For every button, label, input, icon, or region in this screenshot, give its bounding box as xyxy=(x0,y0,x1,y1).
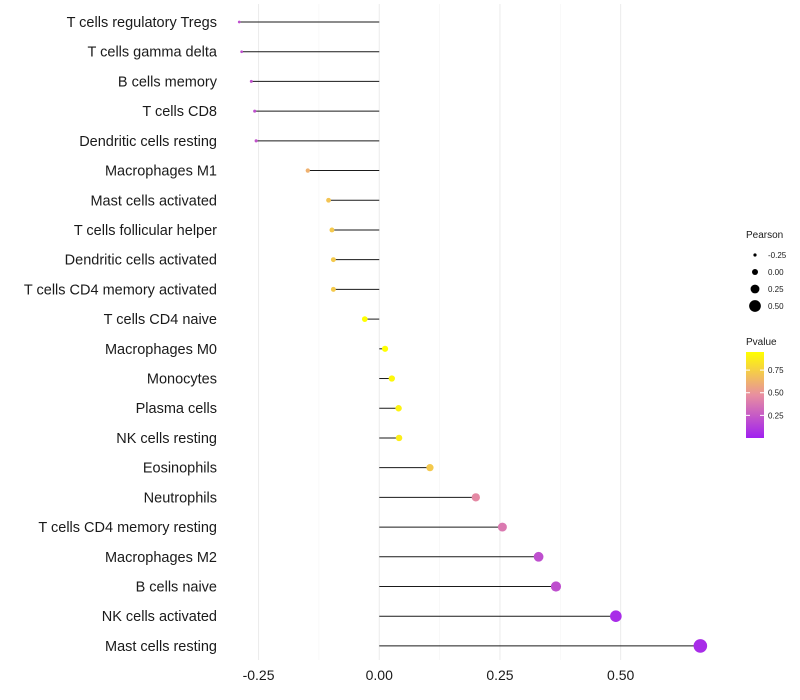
category-label: NK cells activated xyxy=(102,609,217,625)
category-label: T cells CD4 memory resting xyxy=(38,520,217,536)
lollipop-point xyxy=(330,286,336,292)
category-label: T cells gamma delta xyxy=(88,45,218,61)
category-label: Dendritic cells resting xyxy=(79,134,217,150)
color-legend: Pvalue 0.75 0.50 0.25 xyxy=(746,337,784,438)
color-legend-label: 0.25 xyxy=(768,411,784,420)
x-tick-label: 0.00 xyxy=(366,667,393,683)
lollipop-point xyxy=(395,404,402,412)
x-axis-tick-labels: -0.25 0.00 0.25 0.50 xyxy=(243,667,635,683)
color-legend-label: 0.50 xyxy=(768,389,784,398)
lollipop-points xyxy=(237,20,708,653)
lollipop-point xyxy=(533,551,544,562)
category-label: Dendritic cells activated xyxy=(65,253,217,269)
lollipop-point xyxy=(361,316,368,322)
lollipop-point xyxy=(329,227,335,233)
size-legend-title: Pearson xyxy=(746,230,783,241)
x-tick-label: 0.25 xyxy=(486,667,513,683)
color-legend-bar xyxy=(746,352,764,438)
lollipop-point xyxy=(305,168,310,173)
category-label: Plasma cells xyxy=(136,401,217,417)
lollipop-point xyxy=(471,493,480,502)
lollipop-point xyxy=(237,20,241,24)
category-labels: T cells regulatory Tregs T cells gamma de… xyxy=(24,15,218,655)
lollipop-point xyxy=(610,610,622,623)
lollipop-point xyxy=(693,639,708,653)
x-tick-label: -0.25 xyxy=(243,667,275,683)
category-label: T cells regulatory Tregs xyxy=(67,15,217,31)
category-label: Mast cells activated xyxy=(90,193,217,209)
category-label: T cells CD4 memory activated xyxy=(24,282,217,298)
size-legend-symbol xyxy=(750,284,760,294)
lollipop-point xyxy=(381,345,389,352)
lollipop-point xyxy=(550,581,562,592)
category-label: Mast cells resting xyxy=(105,639,217,655)
lollipop-point xyxy=(326,197,331,203)
lollipop-point xyxy=(240,50,244,54)
color-legend-title: Pvalue xyxy=(746,337,777,348)
category-label: Macrophages M0 xyxy=(105,342,217,358)
category-label: NK cells resting xyxy=(116,431,217,447)
category-label: Macrophages M2 xyxy=(105,550,217,566)
category-label: Monocytes xyxy=(147,372,217,388)
size-legend-label: 0.50 xyxy=(768,302,784,311)
category-label: B cells naive xyxy=(136,579,217,595)
category-label: B cells memory xyxy=(118,74,218,90)
lollipop-point xyxy=(249,79,253,83)
lollipop-stems xyxy=(239,21,701,647)
size-legend-label: -0.25 xyxy=(768,251,787,260)
size-legend-label: 0.00 xyxy=(768,268,784,277)
size-legend-symbol xyxy=(749,300,761,312)
category-label: T cells CD8 xyxy=(142,104,217,120)
category-label: T cells CD4 naive xyxy=(104,312,217,328)
size-legend-label: 0.25 xyxy=(768,285,784,294)
size-legend: Pearson -0.25 0.00 0.25 0.50 xyxy=(746,230,787,312)
lollipop-point xyxy=(497,522,507,532)
category-label: Neutrophils xyxy=(144,490,217,506)
lollipop-point xyxy=(426,464,434,472)
lollipop-point xyxy=(330,257,336,263)
size-legend-symbol xyxy=(753,253,757,257)
lollipop-point xyxy=(395,434,403,442)
lollipop-point xyxy=(253,109,257,113)
color-legend-label: 0.75 xyxy=(768,366,784,375)
lollipop-point xyxy=(388,375,395,382)
category-label: Macrophages M1 xyxy=(105,164,217,180)
lollipop-point xyxy=(254,139,258,143)
category-label: Eosinophils xyxy=(143,461,217,477)
x-tick-label: 0.50 xyxy=(607,667,634,683)
grid-lines xyxy=(258,4,622,660)
category-label: T cells follicular helper xyxy=(74,223,217,239)
size-legend-symbol xyxy=(751,268,759,276)
